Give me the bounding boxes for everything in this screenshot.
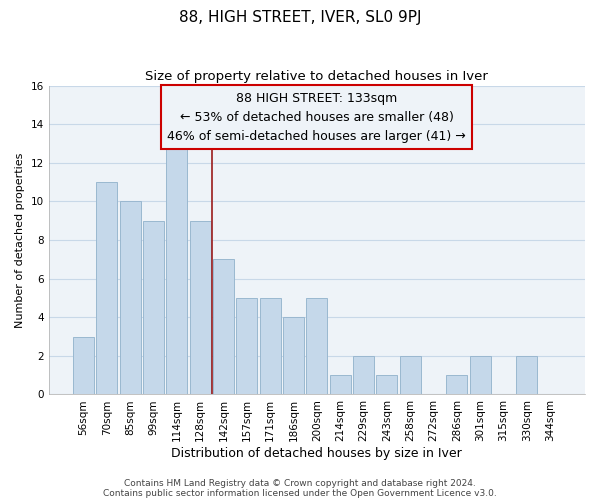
- Text: 88 HIGH STREET: 133sqm
← 53% of detached houses are smaller (48)
46% of semi-det: 88 HIGH STREET: 133sqm ← 53% of detached…: [167, 92, 466, 142]
- Bar: [97, 182, 118, 394]
- Bar: [470, 356, 491, 395]
- Text: Contains public sector information licensed under the Open Government Licence v3: Contains public sector information licen…: [103, 488, 497, 498]
- Bar: [120, 202, 140, 394]
- Bar: [446, 375, 467, 394]
- Bar: [73, 336, 94, 394]
- Bar: [213, 260, 234, 394]
- Bar: [166, 144, 187, 394]
- Bar: [353, 356, 374, 395]
- Bar: [307, 298, 328, 394]
- Bar: [376, 375, 397, 394]
- Y-axis label: Number of detached properties: Number of detached properties: [15, 152, 25, 328]
- Bar: [143, 220, 164, 394]
- Text: Contains HM Land Registry data © Crown copyright and database right 2024.: Contains HM Land Registry data © Crown c…: [124, 478, 476, 488]
- Bar: [190, 220, 211, 394]
- Bar: [400, 356, 421, 395]
- Bar: [236, 298, 257, 394]
- Bar: [516, 356, 537, 395]
- Bar: [260, 298, 281, 394]
- X-axis label: Distribution of detached houses by size in Iver: Distribution of detached houses by size …: [172, 447, 462, 460]
- Text: 88, HIGH STREET, IVER, SL0 9PJ: 88, HIGH STREET, IVER, SL0 9PJ: [179, 10, 421, 25]
- Title: Size of property relative to detached houses in Iver: Size of property relative to detached ho…: [145, 70, 488, 83]
- Bar: [283, 317, 304, 394]
- Bar: [329, 375, 350, 394]
